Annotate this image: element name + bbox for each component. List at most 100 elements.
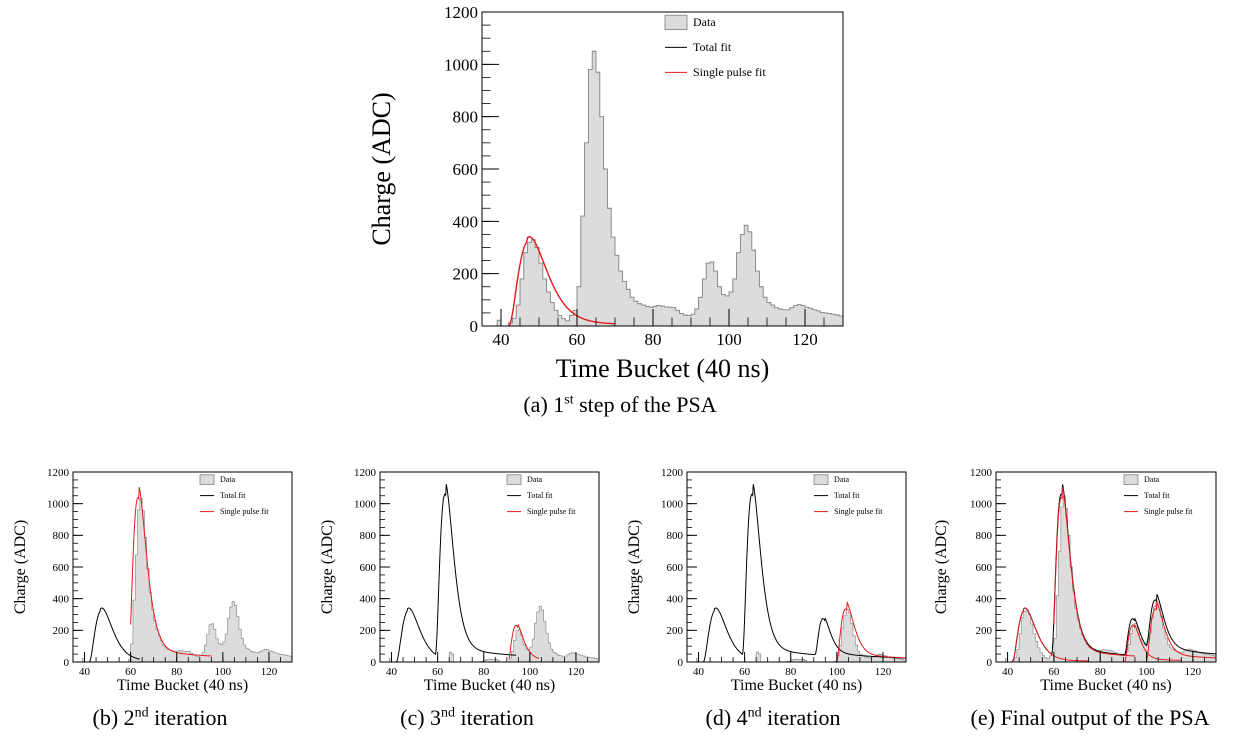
legend-label: Total fit	[1144, 491, 1170, 500]
y-tick-label: 1200	[444, 3, 478, 22]
y-tick-label: 0	[470, 317, 479, 336]
y-tick-label: 1000	[444, 55, 478, 74]
legend-swatch-data	[664, 14, 688, 30]
y-tick-label: 1000	[970, 499, 993, 511]
single-pulse-fit-line-0	[508, 236, 616, 327]
x-tick-label: 120	[1185, 666, 1202, 678]
caption-c: (c) 3nd iteration	[400, 705, 534, 730]
caption-e: (e) Final output of the PSA	[970, 705, 1210, 730]
x-axis-label: Time Bucket (40 ns)	[731, 677, 862, 694]
x-tick-label: 40	[693, 666, 705, 678]
caption-b: (b) 2nd iteration	[92, 705, 228, 730]
plot-frame	[686, 471, 907, 663]
caption-a: (a) 1st step of the PSA	[523, 392, 717, 417]
legend-label: Single pulse fit	[220, 507, 269, 516]
legend-swatch-data	[1123, 474, 1139, 485]
y-tick-label: 800	[360, 530, 377, 542]
y-tick-label: 200	[667, 625, 684, 637]
x-tick-label: 40	[493, 330, 510, 349]
caption-d: (d) 4nd iteration	[705, 705, 841, 730]
x-tick-label: 80	[478, 666, 490, 678]
y-tick-label: 1200	[661, 467, 684, 479]
y-tick-label: 1200	[970, 467, 993, 479]
y-tick-label: 800	[53, 530, 70, 542]
total-fit-line-0	[687, 484, 907, 663]
x-axis-label: Time Bucket (40 ns)	[556, 354, 770, 383]
plot-frame	[72, 471, 293, 663]
x-axis-label: Time Bucket (40 ns)	[1040, 677, 1171, 694]
histogram-bars	[73, 498, 293, 663]
y-tick-label: 1000	[354, 499, 377, 511]
x-tick-label: 60	[569, 330, 586, 349]
y-tick-label: 1000	[661, 499, 684, 511]
x-tick-label: 100	[215, 666, 232, 678]
legend-label: Total fit	[693, 40, 732, 54]
y-tick-label: 0	[64, 657, 70, 669]
legend-label: Single pulse fit	[527, 507, 576, 516]
x-tick-label: 80	[645, 330, 662, 349]
x-tick-label: 40	[79, 666, 91, 678]
histogram-bars	[380, 605, 600, 663]
y-tick-label: 400	[976, 594, 993, 606]
x-tick-label: 100	[522, 666, 539, 678]
plot-frame	[379, 471, 600, 663]
x-tick-label: 80	[785, 666, 797, 678]
y-tick-label: 0	[371, 657, 377, 669]
y-tick-label: 400	[53, 594, 70, 606]
x-axis-label: Time Bucket (40 ns)	[424, 677, 555, 694]
y-tick-label: 800	[667, 530, 684, 542]
x-tick-label: 40	[386, 666, 398, 678]
y-axis-label: Charge (ADC)	[626, 520, 643, 614]
x-tick-label: 60	[432, 666, 444, 678]
x-tick-label: 120	[875, 666, 892, 678]
y-axis-label: Charge (ADC)	[319, 520, 336, 614]
y-tick-label: 1200	[47, 467, 70, 479]
legend-label: Total fit	[834, 491, 860, 500]
y-tick-label: 600	[360, 562, 377, 574]
y-tick-label: 400	[453, 212, 479, 231]
y-tick-label: 0	[678, 657, 684, 669]
x-tick-label: 100	[716, 330, 742, 349]
y-tick-label: 800	[976, 530, 993, 542]
x-tick-label: 120	[261, 666, 278, 678]
y-tick-label: 200	[976, 625, 993, 637]
legend-label: Data	[220, 475, 236, 484]
total-fit-line-0	[380, 484, 517, 663]
y-tick-label: 600	[453, 160, 479, 179]
legend-label: Data	[693, 15, 716, 29]
x-tick-label: 60	[739, 666, 751, 678]
y-tick-label: 0	[987, 657, 993, 669]
x-tick-label: 100	[1138, 666, 1155, 678]
y-axis-label: Charge (ADC)	[933, 520, 950, 614]
legend-label: Total fit	[527, 491, 553, 500]
y-axis-label: Charge (ADC)	[367, 92, 396, 245]
x-axis-label: Time Bucket (40 ns)	[117, 677, 248, 694]
single-pulse-fit-line-1	[130, 487, 212, 657]
legend-label: Total fit	[220, 491, 246, 500]
y-tick-label: 600	[667, 562, 684, 574]
y-tick-label: 600	[976, 562, 993, 574]
x-tick-label: 40	[1002, 666, 1014, 678]
y-tick-label: 400	[667, 594, 684, 606]
y-tick-label: 400	[360, 594, 377, 606]
legend-label: Single pulse fit	[693, 65, 766, 79]
single-pulse-fit-line-3	[1123, 623, 1182, 663]
histogram-bars	[996, 495, 1217, 663]
y-tick-label: 1000	[47, 499, 70, 511]
x-tick-label: 80	[1095, 666, 1107, 678]
single-pulse-fit-line-1	[508, 623, 540, 659]
x-tick-label: 60	[1048, 666, 1060, 678]
single-pulse-fit-line-2	[1053, 487, 1135, 657]
x-tick-label: 120	[792, 330, 818, 349]
y-tick-label: 200	[453, 265, 479, 284]
single-pulse-fit-line-1	[1011, 607, 1089, 663]
y-tick-label: 200	[53, 625, 70, 637]
total-fit-line-0	[73, 607, 140, 663]
x-tick-label: 100	[829, 666, 846, 678]
legend-swatch-data	[813, 474, 829, 485]
legend-label: Data	[527, 475, 543, 484]
